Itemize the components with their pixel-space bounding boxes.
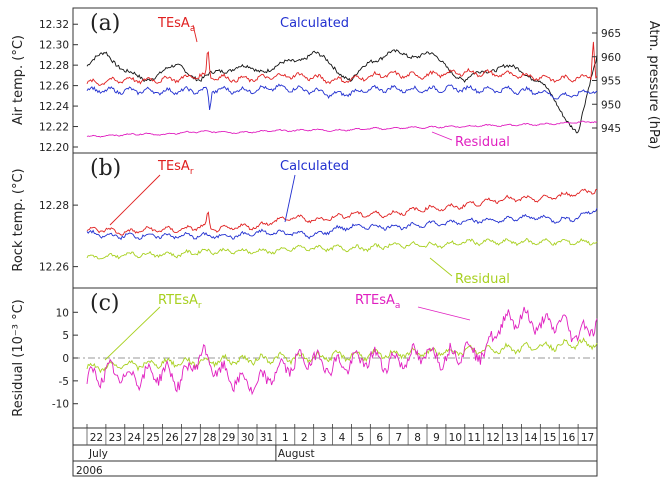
panel-a-ylabel: Air temp. (°C)	[11, 35, 26, 125]
ytick-right-label: 945	[601, 123, 621, 135]
series-line	[86, 49, 598, 134]
annotation-label: Calculated	[280, 16, 349, 31]
day-label: 17	[581, 432, 594, 444]
annotation-subscript: a	[190, 24, 196, 34]
day-label: 22	[90, 432, 103, 444]
day-label: 28	[203, 432, 216, 444]
day-label: 30	[241, 432, 254, 444]
ytick-label: 12.24	[39, 101, 69, 113]
annotation-label: Residual	[455, 272, 510, 287]
day-label: 27	[184, 432, 197, 444]
day-label: 5	[358, 432, 365, 444]
annotation-label: RTEsAr	[158, 293, 202, 311]
ytick-right-label: 955	[601, 76, 621, 88]
panel-c-ylabel: Residual (10⁻³ °C)	[11, 299, 26, 417]
day-label: 14	[524, 432, 538, 444]
series-line	[86, 337, 598, 374]
ytick-label: 12.28	[39, 60, 69, 72]
day-label: 13	[505, 432, 518, 444]
ytick-label: 0	[62, 353, 69, 365]
day-label: 2	[301, 432, 308, 444]
annotation-label: TEsAa	[157, 16, 195, 34]
annotation-subscript: a	[395, 301, 401, 311]
ytick-label: -10	[52, 399, 69, 411]
annotation-leader	[104, 306, 161, 361]
panel-label-c: (c)	[90, 291, 120, 316]
annotation-leader	[109, 174, 161, 226]
annotation-label: RTEsAa	[355, 293, 400, 311]
panel-label-b: (b)	[90, 156, 121, 181]
day-label: 6	[376, 432, 383, 444]
series-line	[86, 120, 598, 138]
day-label: 8	[414, 432, 421, 444]
day-label: 4	[339, 432, 346, 444]
annotation-leader	[417, 306, 471, 321]
annotation-subscript: r	[198, 301, 202, 311]
day-label: 23	[109, 432, 122, 444]
day-label: 1	[282, 432, 289, 444]
ytick-label: 12.22	[39, 122, 69, 134]
ytick-right-label: 965	[601, 28, 621, 40]
ytick-label: 12.20	[39, 142, 69, 154]
day-label: 7	[395, 432, 402, 444]
panel-b-ylabel: Rock temp. (°C)	[11, 168, 26, 271]
day-label: 25	[146, 432, 159, 444]
ytick-label: 12.26	[39, 262, 69, 274]
series-line	[86, 83, 598, 110]
annotation-subscript: r	[190, 167, 194, 177]
day-label: 26	[165, 432, 179, 444]
ytick-label: 12.32	[39, 19, 69, 31]
ytick-label: 5	[62, 330, 69, 342]
month-label: July	[88, 448, 108, 460]
ytick-label: 12.26	[39, 81, 69, 93]
annotation-leader	[192, 24, 198, 43]
panel-a-ylabel-right: Atm. pressure (hPa)	[646, 21, 661, 150]
ytick-label: 10	[56, 307, 69, 319]
series-line	[86, 306, 598, 396]
annotation-label: Residual	[455, 135, 510, 150]
ytick-right-label: 960	[601, 52, 621, 64]
ytick-label: 12.30	[39, 40, 69, 52]
day-label: 16	[562, 432, 576, 444]
ytick-label: -5	[59, 376, 69, 388]
day-label: 24	[128, 432, 142, 444]
day-label: 11	[468, 432, 481, 444]
panel-label-a: (a)	[90, 11, 120, 36]
annotation-label: Calculated	[280, 159, 349, 174]
annotation-leader	[284, 174, 296, 223]
day-label: 15	[543, 432, 556, 444]
series-line	[86, 41, 598, 86]
day-label: 10	[449, 432, 462, 444]
day-label: 9	[433, 432, 440, 444]
annotation-label: TEsAr	[157, 159, 194, 177]
series-line	[86, 237, 598, 260]
annotation-leader	[431, 131, 453, 141]
day-label: 3	[320, 432, 327, 444]
day-label: 29	[222, 432, 235, 444]
month-label: August	[278, 448, 315, 460]
day-label: 31	[260, 432, 273, 444]
series-line	[86, 207, 598, 241]
year-label: 2006	[76, 465, 103, 477]
annotation-leader	[429, 257, 453, 277]
ytick-label: 12.28	[39, 200, 69, 212]
time-axis-frame	[72, 427, 598, 477]
series-line	[86, 188, 598, 236]
day-label: 12	[486, 432, 499, 444]
ytick-right-label: 950	[601, 99, 621, 111]
